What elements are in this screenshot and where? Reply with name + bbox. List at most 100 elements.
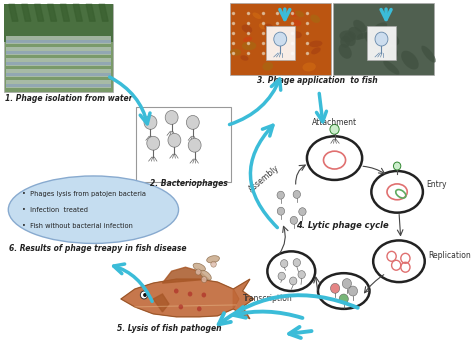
Ellipse shape (275, 19, 285, 24)
Circle shape (197, 307, 201, 311)
FancyBboxPatch shape (6, 62, 111, 65)
Polygon shape (233, 279, 254, 319)
FancyBboxPatch shape (6, 51, 111, 54)
Ellipse shape (8, 176, 179, 244)
Ellipse shape (370, 39, 381, 54)
FancyBboxPatch shape (265, 26, 295, 60)
Ellipse shape (373, 240, 425, 282)
Ellipse shape (418, 60, 431, 74)
Ellipse shape (193, 263, 205, 271)
Circle shape (290, 216, 298, 224)
Circle shape (342, 279, 352, 289)
Ellipse shape (245, 6, 254, 12)
Polygon shape (86, 4, 95, 21)
Polygon shape (60, 4, 70, 21)
Text: Assembly: Assembly (246, 163, 281, 194)
Circle shape (299, 208, 306, 216)
Circle shape (147, 136, 160, 150)
Ellipse shape (265, 14, 280, 23)
Polygon shape (163, 267, 209, 283)
Ellipse shape (235, 50, 246, 58)
Text: 3. Phage application  to fish: 3. Phage application to fish (257, 76, 378, 85)
Circle shape (274, 32, 287, 46)
Polygon shape (121, 279, 239, 317)
Polygon shape (35, 4, 44, 21)
FancyBboxPatch shape (4, 4, 113, 92)
Circle shape (293, 191, 301, 198)
Ellipse shape (281, 22, 292, 28)
Polygon shape (9, 4, 18, 21)
FancyBboxPatch shape (229, 3, 331, 75)
Circle shape (330, 125, 339, 134)
Circle shape (179, 304, 183, 309)
Ellipse shape (283, 19, 295, 29)
Circle shape (293, 259, 301, 267)
Text: 6. Results of phage treapy in fish disease: 6. Results of phage treapy in fish disea… (9, 244, 186, 253)
Ellipse shape (273, 38, 282, 46)
FancyBboxPatch shape (6, 40, 111, 43)
Ellipse shape (300, 47, 310, 56)
Circle shape (186, 116, 199, 129)
FancyBboxPatch shape (4, 4, 113, 42)
FancyBboxPatch shape (136, 107, 231, 182)
Ellipse shape (252, 63, 261, 69)
Ellipse shape (307, 136, 362, 180)
Ellipse shape (245, 8, 255, 15)
Ellipse shape (404, 58, 417, 71)
Ellipse shape (259, 33, 268, 41)
Circle shape (196, 269, 201, 275)
Ellipse shape (282, 60, 293, 66)
Circle shape (168, 133, 181, 147)
Text: •  Phages lysis from patojen bacteria: • Phages lysis from patojen bacteria (22, 191, 146, 197)
Text: Entry: Entry (427, 180, 447, 189)
Circle shape (211, 261, 216, 267)
Ellipse shape (383, 9, 401, 17)
Ellipse shape (272, 7, 281, 14)
Circle shape (143, 293, 147, 297)
FancyBboxPatch shape (6, 80, 111, 88)
Ellipse shape (232, 50, 240, 55)
Polygon shape (153, 294, 169, 312)
Ellipse shape (413, 4, 424, 18)
Ellipse shape (379, 29, 396, 42)
Ellipse shape (318, 273, 370, 309)
Text: 4. Lytic phage cycle: 4. Lytic phage cycle (296, 221, 388, 229)
Circle shape (348, 286, 357, 296)
FancyBboxPatch shape (6, 84, 111, 87)
FancyBboxPatch shape (367, 26, 396, 60)
Circle shape (278, 272, 285, 280)
Text: •  Fish without bacterial infection: • Fish without bacterial infection (22, 223, 133, 228)
Ellipse shape (371, 171, 423, 213)
Text: Transcription: Transcription (244, 294, 293, 303)
Circle shape (281, 260, 288, 268)
FancyBboxPatch shape (333, 3, 434, 75)
Ellipse shape (412, 26, 424, 40)
Circle shape (174, 289, 179, 293)
Ellipse shape (301, 2, 313, 11)
Ellipse shape (283, 55, 291, 61)
Ellipse shape (267, 251, 315, 291)
Circle shape (375, 32, 388, 46)
Ellipse shape (207, 256, 219, 263)
Text: 1. Phage isolation from water: 1. Phage isolation from water (5, 94, 132, 103)
Polygon shape (99, 4, 108, 21)
Circle shape (277, 191, 284, 199)
FancyBboxPatch shape (6, 69, 111, 77)
Circle shape (165, 110, 178, 125)
Ellipse shape (292, 41, 304, 51)
FancyBboxPatch shape (6, 73, 111, 76)
Circle shape (188, 138, 201, 152)
Text: •  Infection  treated: • Infection treated (22, 207, 88, 213)
Polygon shape (47, 4, 56, 21)
Circle shape (393, 162, 401, 170)
Ellipse shape (359, 28, 373, 48)
Circle shape (188, 291, 192, 297)
Ellipse shape (298, 29, 305, 36)
Polygon shape (22, 4, 31, 21)
Circle shape (277, 207, 284, 215)
FancyBboxPatch shape (6, 36, 111, 44)
Text: Attachment: Attachment (312, 118, 357, 127)
FancyBboxPatch shape (6, 47, 111, 55)
Circle shape (339, 294, 348, 304)
Text: Replication: Replication (428, 251, 471, 260)
